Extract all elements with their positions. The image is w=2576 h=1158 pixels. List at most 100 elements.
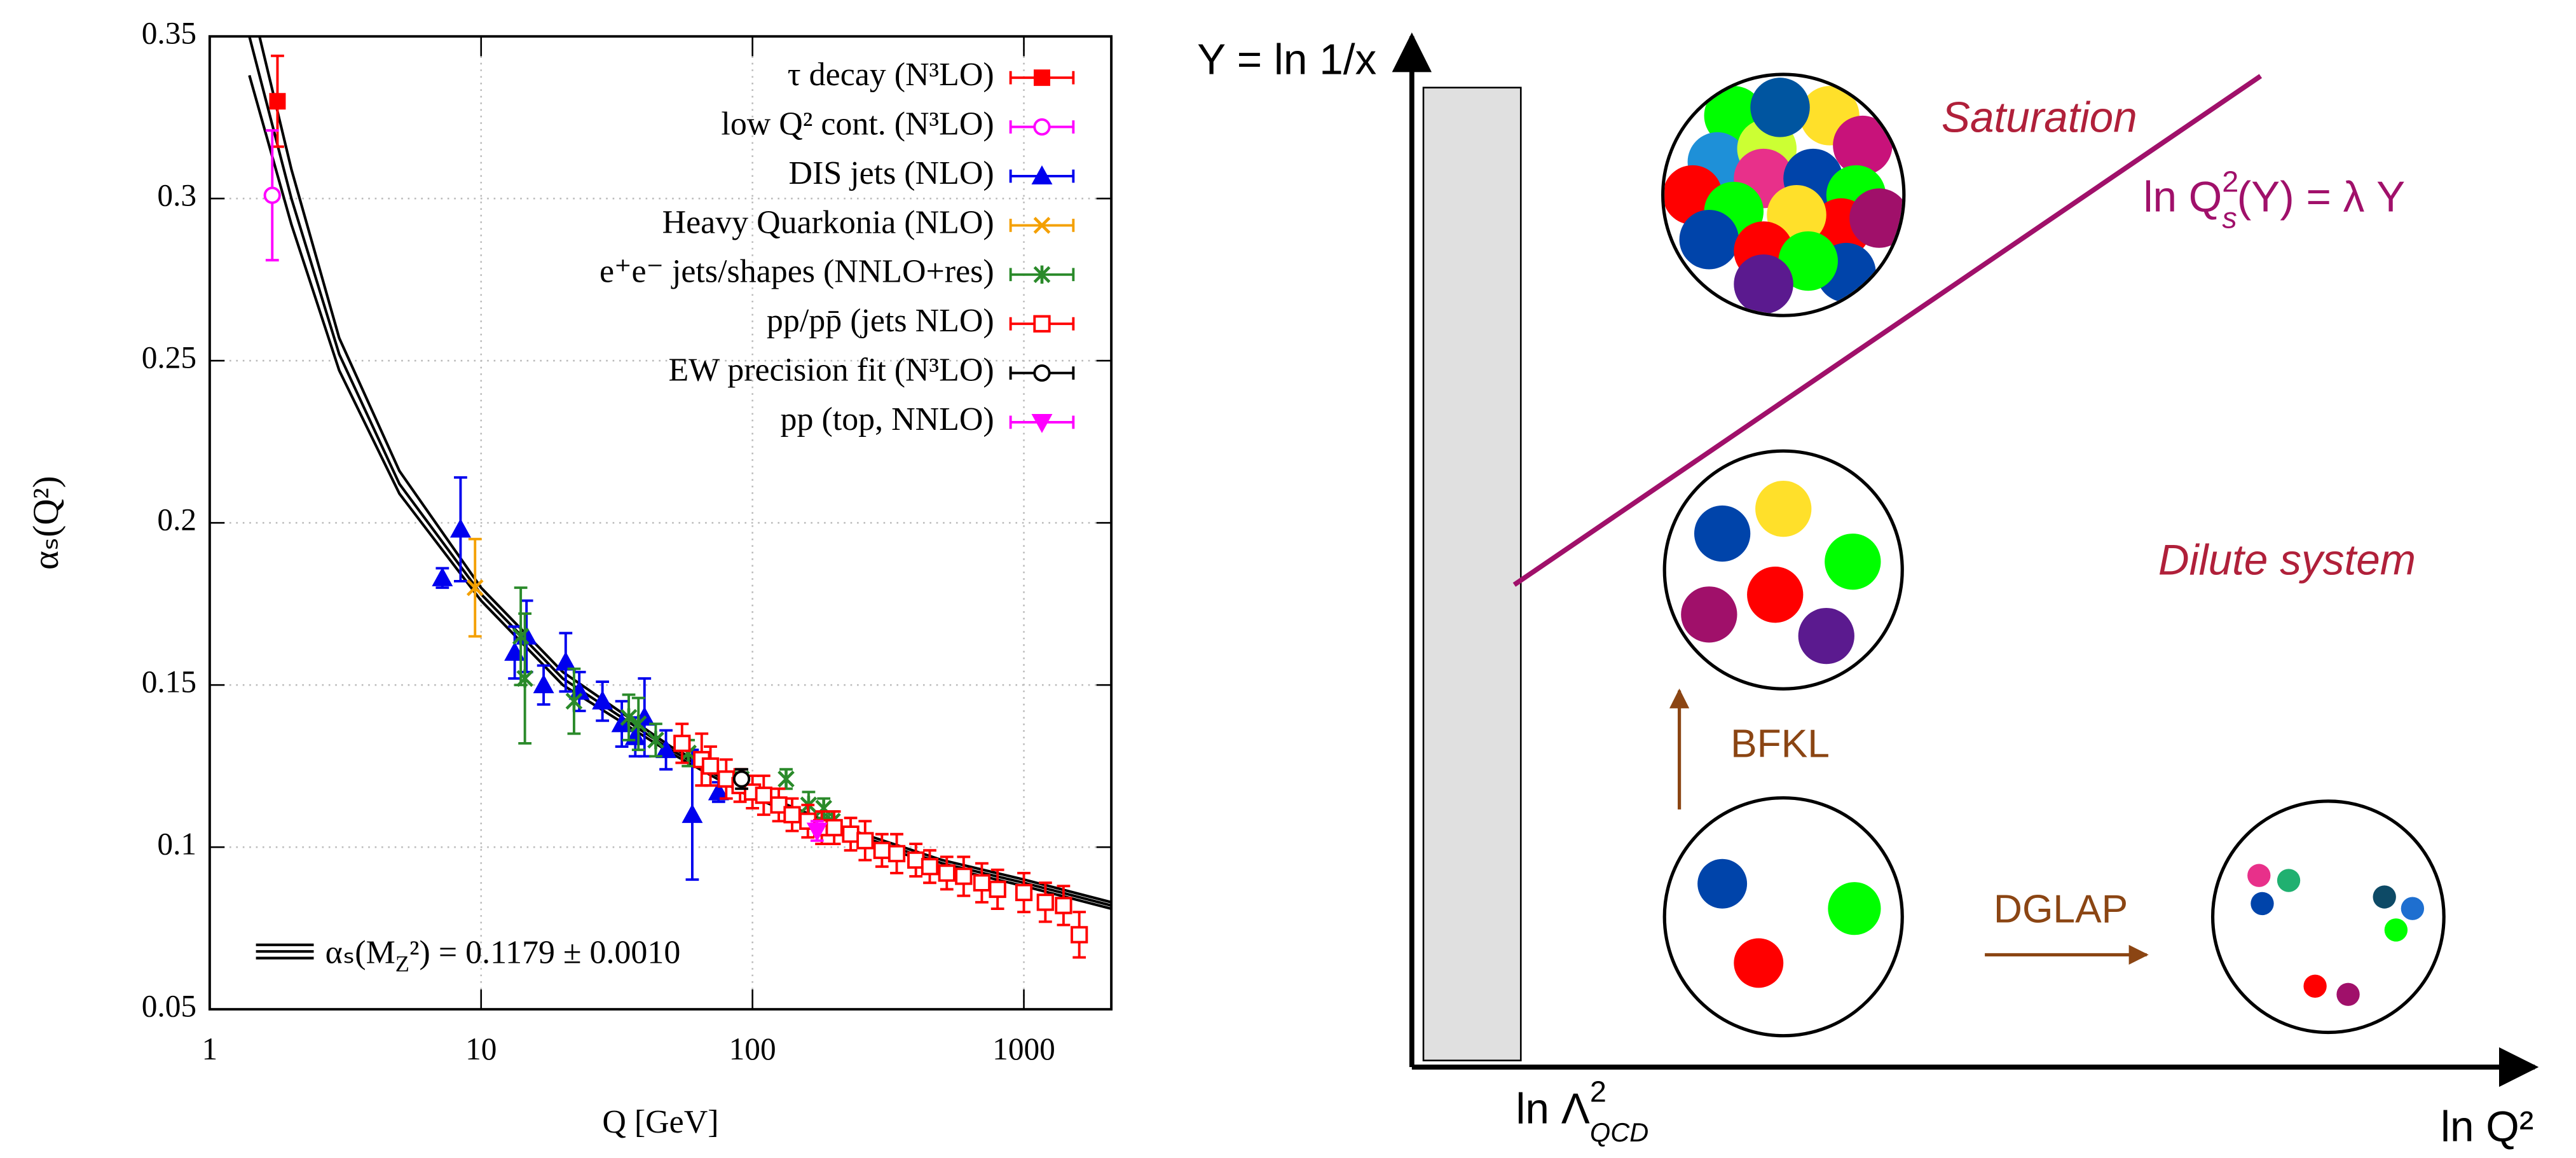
dilute-label: Dilute system (2158, 537, 2416, 584)
data-point (955, 867, 973, 885)
text-part: 2 (1590, 1075, 1607, 1108)
text-part: s (2222, 202, 2237, 235)
resolved-partons (2247, 864, 2425, 1006)
data-point (701, 757, 720, 775)
y-tick-label: 0.25 (142, 340, 196, 375)
y-tick-label: 0.35 (142, 16, 196, 51)
alpha-s-chart: 0.05 0.1 0.15 0.2 0.25 0.3 0.35 1 10 100 1000 Q [Ge… (26, 16, 1113, 1140)
data-point (466, 579, 484, 596)
plot-area (248, 36, 1112, 959)
data-point (907, 851, 925, 869)
x-axis-label: ln Q² (2441, 1103, 2533, 1151)
text-part: ln Q (2143, 174, 2222, 221)
data-point (555, 651, 577, 671)
data-point (973, 874, 991, 892)
data-point (655, 739, 677, 759)
plot-frame (208, 35, 1113, 1011)
data-point (755, 786, 772, 804)
data-point (565, 692, 583, 710)
data-point (806, 822, 828, 842)
data-point (629, 715, 647, 733)
hadron-initial (1662, 796, 1904, 1038)
text-part: αₛ(M (325, 934, 395, 970)
legend-marker (1033, 315, 1051, 333)
hadron-resolved (2210, 799, 2446, 1035)
legend-marker (1033, 118, 1051, 136)
legend-label: Heavy Quarkonia (NLO) (662, 204, 994, 240)
data-point (673, 734, 691, 752)
hadron-dilute (1662, 449, 1904, 691)
text-part: (Y) = λ Y (2237, 174, 2406, 221)
bfkl-label: BFKL (1730, 722, 1830, 766)
x-tick-label: 10 (465, 1031, 497, 1066)
band-legend-label: αₛ(MZ²) = 0.1179 ± 0.0010 (325, 934, 681, 976)
band-line (248, 74, 1112, 911)
dilute-partons (1681, 480, 1881, 665)
data-point (815, 799, 833, 818)
data-point (842, 825, 860, 843)
text-part: QCD (1590, 1117, 1648, 1147)
band-line (248, 36, 1112, 907)
legend-marker (1033, 69, 1050, 86)
data-point (1071, 926, 1088, 944)
legend-label: EW precision fit (N³LO) (668, 352, 994, 389)
legend-label: pp (top, NNLO) (781, 401, 994, 438)
legend-marker (1031, 165, 1053, 184)
data-point (620, 708, 638, 727)
data-point (516, 669, 533, 688)
data-point (1036, 893, 1054, 911)
data-point (263, 186, 281, 204)
hadron-saturated (1661, 72, 1906, 317)
data-point (1055, 897, 1072, 914)
x-axis-label: Q [GeV] (602, 1104, 718, 1140)
data-point (989, 880, 1006, 899)
data-point (873, 841, 891, 859)
text-part: ln Λ (1516, 1085, 1589, 1133)
legend-label: DIS jets (NLO) (789, 155, 994, 191)
text-part: Z (395, 951, 409, 976)
data-point (717, 770, 735, 788)
data-point (887, 844, 906, 862)
legend-marker (1033, 265, 1051, 284)
legend-marker (1033, 217, 1051, 234)
confinement-region (1422, 86, 1522, 1061)
data-point (647, 731, 664, 750)
legend-label: pp/pp̄ (jets NLO) (767, 303, 994, 339)
initial-partons (1697, 858, 1881, 988)
saturation-label: Saturation (1942, 94, 2137, 142)
x-tick-label: 1000 (992, 1031, 1055, 1066)
y-tick-label: 0.1 (157, 826, 196, 861)
data-point (856, 832, 874, 850)
phase-diagram: Y = ln 1/x ln Q² ln Λ2 QCD Saturation ln … (1197, 32, 2539, 1151)
saturation-line (1512, 74, 2263, 587)
saturation-line-label: ln Q2 s(Y) = λ Y (2143, 165, 2405, 234)
data-point (533, 674, 554, 694)
data-point (938, 864, 956, 882)
data-point (1015, 883, 1033, 902)
data-point (708, 781, 729, 801)
data-point (825, 818, 843, 837)
legend-marker (1033, 364, 1051, 382)
legend-label: low Q² cont. (N³LO) (721, 106, 994, 142)
legend-label: e⁺e⁻ jets/shapes (NNLO+res) (599, 254, 994, 290)
data-point (432, 567, 453, 586)
data-point (778, 769, 795, 789)
y-tick-label: 0.2 (157, 502, 196, 537)
legend-marker (1031, 414, 1053, 433)
y-axis-label: αₛ(Q²) (26, 476, 66, 570)
dglap-label: DGLAP (1994, 887, 2128, 931)
x-marker-label: ln Λ2 QCD (1516, 1075, 1648, 1147)
data-point (269, 93, 286, 110)
y-tick-label: 0.3 (157, 178, 196, 213)
x-tick-label: 100 (729, 1031, 776, 1066)
data-point (732, 770, 751, 788)
saturated-partons (1664, 78, 1903, 314)
y-tick-label: 0.15 (142, 664, 196, 699)
data-point (921, 858, 939, 876)
y-axis-label: Y = ln 1/x (1197, 36, 1376, 84)
text-part: ²) = 0.1179 ± 0.0010 (409, 934, 680, 970)
text-part: 2 (2222, 165, 2238, 198)
y-tick-label: 0.05 (142, 988, 196, 1023)
legend-label: τ decay (N³LO) (788, 57, 994, 93)
